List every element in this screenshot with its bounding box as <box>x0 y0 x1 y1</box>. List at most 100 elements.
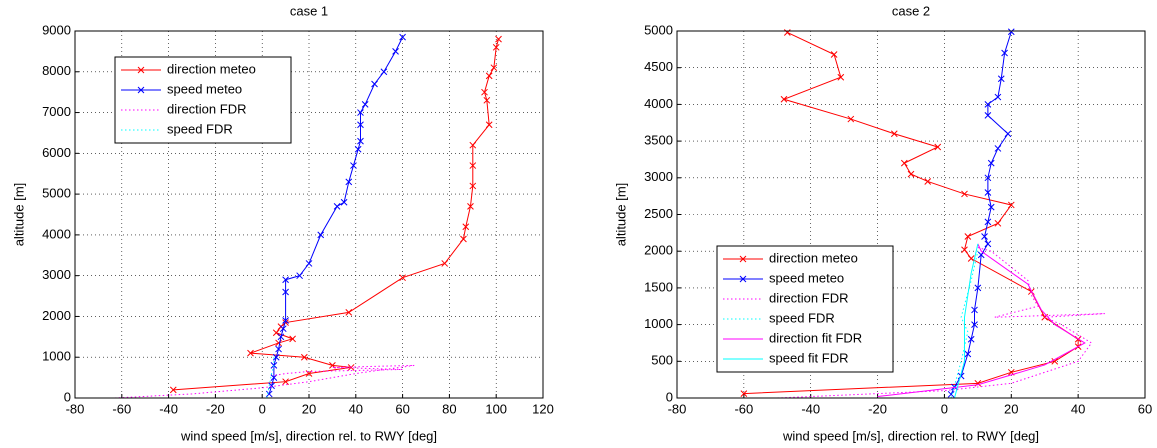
legend-label: speed FDR <box>167 121 233 136</box>
marker <box>1051 357 1059 365</box>
marker <box>289 335 296 343</box>
marker <box>492 43 500 51</box>
marker <box>971 321 978 328</box>
marker <box>934 143 942 151</box>
marker <box>399 274 406 282</box>
series-line <box>173 39 500 391</box>
marker <box>350 162 357 169</box>
y-tick-label: 1500 <box>644 279 673 294</box>
y-tick-label: 7000 <box>42 104 71 119</box>
marker <box>974 284 982 292</box>
marker <box>357 109 364 116</box>
marker <box>971 306 978 314</box>
marker <box>357 121 364 129</box>
y-tick-label: 2000 <box>42 308 71 323</box>
marker <box>300 353 308 361</box>
marker <box>277 333 285 341</box>
marker <box>469 182 477 190</box>
marker <box>467 202 474 210</box>
x-tick-label: -80 <box>66 401 85 416</box>
axes-frame <box>676 30 1146 399</box>
x-tick-label: -60 <box>112 401 131 416</box>
marker <box>282 276 289 284</box>
legend-marker <box>739 275 747 283</box>
legend-label: speed fit FDR <box>769 350 848 365</box>
y-axis-label: altitude [m] <box>613 183 628 247</box>
x-tick-label: 0 <box>941 401 948 416</box>
y-tick-label: 4000 <box>42 226 71 241</box>
y-tick-label: 5000 <box>644 22 673 37</box>
marker <box>317 231 325 239</box>
marker <box>997 75 1005 83</box>
marker <box>947 390 955 398</box>
marker <box>994 93 1002 101</box>
marker <box>987 159 995 167</box>
marker <box>441 260 449 267</box>
series-line <box>877 243 1086 398</box>
legend-marker <box>137 66 145 74</box>
y-tick-label: 3000 <box>42 267 71 282</box>
x-tick-label: 20 <box>302 401 316 416</box>
x-tick-label: 120 <box>532 401 554 416</box>
marker <box>830 51 838 58</box>
marker <box>495 35 502 43</box>
marker <box>399 33 406 41</box>
x-axis-label: wind speed [m/s], direction rel. to RWY … <box>782 428 1039 443</box>
marker <box>1007 28 1015 36</box>
marker <box>460 235 467 243</box>
x-tick-label: 40 <box>1071 401 1085 416</box>
marker <box>967 255 975 262</box>
x-tick-label: -20 <box>868 401 887 416</box>
legend-label: direction meteo <box>769 250 858 265</box>
marker <box>333 202 341 210</box>
legend-marker <box>137 86 145 94</box>
marker <box>987 203 995 211</box>
marker <box>967 335 975 343</box>
marker <box>169 386 177 394</box>
marker <box>345 309 353 316</box>
axes: -80 -60 -40 -20 0 20 40 60 80 100 120 0 1000 2000 3000… <box>11 3 553 443</box>
marker <box>907 170 915 178</box>
marker <box>984 218 992 226</box>
marker <box>279 325 287 333</box>
x-tick-label: -60 <box>734 401 753 416</box>
marker <box>490 64 498 72</box>
marker <box>837 73 845 81</box>
marker <box>994 219 1002 227</box>
legend-label: direction FDR <box>769 290 848 305</box>
marker <box>481 88 488 96</box>
marker <box>247 349 254 357</box>
legend-label: direction fit FDR <box>769 330 862 345</box>
legend-label: speed FDR <box>769 310 835 325</box>
marker <box>361 101 369 108</box>
y-tick-label: 0 <box>64 389 71 404</box>
y-tick-label: 0 <box>666 389 673 404</box>
legend-label: speed meteo <box>167 81 242 96</box>
y-tick-label: 5000 <box>42 186 71 201</box>
y-axis-label: altitude [m] <box>11 183 26 247</box>
y-tick-label: 9000 <box>42 22 71 37</box>
chart-title: case 1 <box>290 3 328 18</box>
legend-label: direction FDR <box>167 101 246 116</box>
marker <box>961 246 968 254</box>
x-tick-label: 0 <box>259 401 266 416</box>
marker <box>305 260 313 267</box>
marker <box>282 288 289 296</box>
marker <box>354 145 362 153</box>
marker <box>268 382 275 390</box>
marker <box>485 72 493 80</box>
legend-label: speed meteo <box>769 270 844 285</box>
marker <box>984 189 992 196</box>
marker <box>964 233 972 240</box>
x-tick-label: 60 <box>1138 401 1152 416</box>
chart-title: case 2 <box>892 3 930 18</box>
legend: direction meteo speed meteo direction FDR s… <box>716 245 894 373</box>
y-tick-label: 500 <box>651 353 673 368</box>
legend: direction meteo speed meteo direction FDR s… <box>114 56 292 144</box>
legend-label: direction meteo <box>167 61 256 76</box>
marker <box>485 121 493 129</box>
marker <box>847 115 855 123</box>
series-line <box>114 364 415 399</box>
